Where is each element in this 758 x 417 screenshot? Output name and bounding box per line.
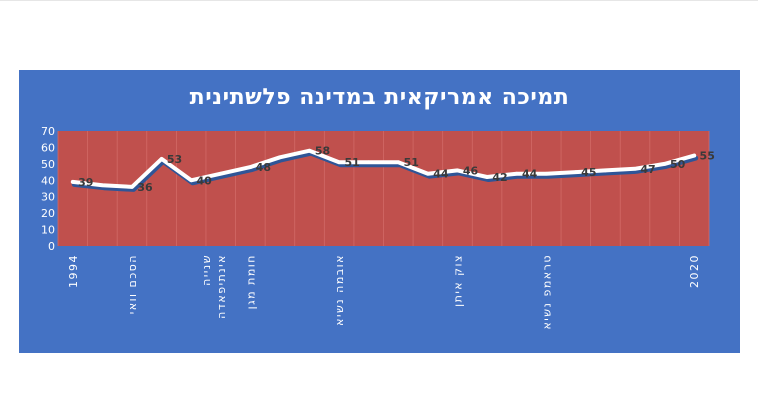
data-point (544, 171, 549, 176)
data-point (574, 170, 578, 174)
data-label: 44 (433, 168, 449, 181)
data-point (337, 160, 341, 165)
grid-lines (57, 131, 710, 246)
data-point (159, 157, 164, 161)
y-tick-label: 0 (48, 240, 55, 253)
chart-title: תמיכה אמריקאית במדינה פלשתינית (189, 85, 570, 110)
data-point (514, 171, 519, 176)
series-line-path (70, 148, 697, 189)
data-point (189, 178, 193, 183)
data-label: 42 (492, 171, 507, 184)
data-label: 51 (344, 156, 359, 169)
data-label: 50 (670, 158, 686, 171)
y-tick-label: 10 (41, 224, 55, 237)
x-tick-label: אובמה נשיא (333, 254, 346, 326)
series-line (70, 148, 699, 192)
data-point (130, 185, 134, 189)
data-label: 44 (522, 168, 538, 181)
data-point (692, 153, 697, 158)
data-label: 58 (315, 145, 330, 158)
x-tick-label: 1994 (67, 254, 80, 288)
data-point (278, 155, 282, 160)
data-point (307, 148, 312, 153)
x-tick-label: צוק איתן (451, 254, 464, 307)
data-point (366, 160, 371, 165)
x-tick-label: 2020 (688, 254, 701, 288)
data-label: 47 (640, 163, 655, 176)
x-tick-label: הסכם וואי (126, 254, 139, 314)
y-tick-label: 30 (41, 191, 55, 204)
top-divider (0, 0, 758, 1)
data-point (662, 162, 667, 166)
y-axis: 0 10 20 30 40 50 60 70 (41, 125, 55, 253)
data-label: 39 (78, 176, 93, 189)
x-tick-label: חומת מגן (244, 254, 257, 309)
y-tick-label: 20 (41, 207, 55, 220)
data-label: 40 (197, 174, 213, 187)
data-label: 53 (167, 153, 182, 166)
y-tick-label: 60 (41, 141, 55, 154)
data-label: 45 (581, 166, 596, 179)
data-label: 48 (256, 161, 271, 174)
data-point (70, 180, 75, 184)
chart-panel: תמיכה אמריקאית במדינה פלשתינית 0 10 20 30 40… (19, 70, 740, 353)
data-label: 46 (463, 164, 479, 177)
y-tick-label: 50 (41, 158, 55, 171)
y-tick-label: 70 (41, 125, 55, 138)
chart-svg: 0 10 20 30 40 50 60 70 1994 הסכם וואי אינתיפאדהשנ… (41, 125, 715, 330)
data-point (603, 168, 608, 173)
data-point (100, 183, 105, 188)
data-point (248, 165, 253, 169)
data-point (426, 171, 430, 176)
data-point (455, 168, 460, 173)
data-label: 36 (137, 181, 153, 194)
data-point (396, 160, 401, 165)
x-tick-label: אינתיפאדה (215, 254, 228, 319)
data-point (218, 171, 223, 176)
data-label: 51 (404, 156, 419, 169)
x-tick-label: טראמפ נשיא (540, 254, 553, 330)
data-point (633, 166, 637, 171)
x-tick-label: שנייה (200, 254, 213, 286)
data-label: 55 (700, 150, 715, 163)
data-point (485, 175, 489, 179)
y-tick-label: 40 (41, 174, 55, 187)
data-labels: 39 36 53 40 48 58 51 51 44 46 42 44 45 47 50 55 (78, 145, 715, 194)
